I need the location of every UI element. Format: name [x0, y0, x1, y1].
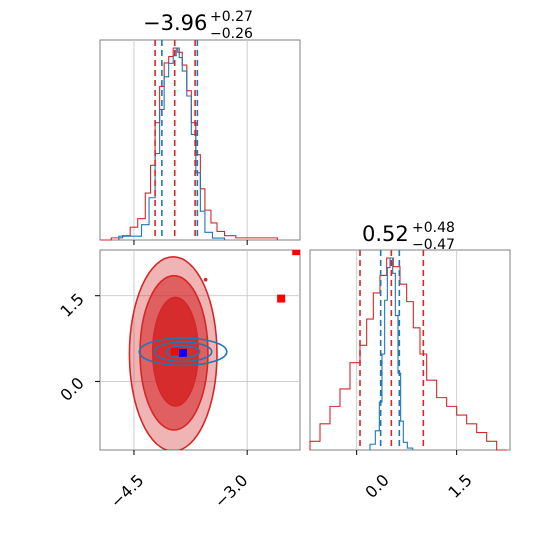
joint-x-tick-label-0: −4.5: [107, 471, 148, 512]
joint-blue-contour-2: [138, 337, 228, 367]
joint-x-tick-label-1: −3.0: [211, 471, 252, 512]
marginal-x-histogram-series-1: [118, 47, 226, 240]
joint-blue-point-0: [179, 348, 188, 357]
marginal-x-title-plus: +0.27: [210, 9, 253, 25]
joint-red-point-0: [203, 277, 208, 282]
joint-panel: −4.5 −3.0 0.0 1.5: [56, 249, 301, 512]
joint-red-point-2: [292, 250, 300, 256]
marginal-y-histogram-series-1: [369, 257, 414, 450]
joint-y-tick-label-1: 1.5: [56, 289, 87, 320]
joint-red-point-1: [277, 294, 286, 303]
marginal-x-histogram-series-0: [100, 47, 278, 241]
joint-blue-contour-0: [165, 345, 201, 359]
marginal-x-title: −3.96: [143, 11, 207, 35]
joint-y-tick-label-0: 0.0: [56, 373, 87, 404]
marginal-x-title-median: −3.96: [143, 11, 207, 35]
marginal-x-title-minus: −0.26: [210, 26, 253, 42]
joint-red-point-3: [170, 347, 179, 356]
marginal-y-title-minus: −0.47: [412, 237, 455, 253]
joint-blue-contour-1: [153, 341, 213, 363]
marginal-y-title-plus: +0.48: [412, 220, 455, 236]
marginal-y-panel: 0.52 +0.48 −0.47 0.0 1.5: [309, 220, 511, 502]
marginal-y-tick-label-0: 0.0: [361, 470, 392, 501]
marginal-y-tick-label-1: 1.5: [444, 470, 475, 501]
marginal-y-title-median: 0.52: [362, 222, 409, 246]
marginal-y-frame: [309, 249, 511, 451]
marginal-y-title: 0.52: [362, 222, 409, 246]
marginal-x-panel: −3.96 +0.27 −0.26: [99, 9, 301, 245]
